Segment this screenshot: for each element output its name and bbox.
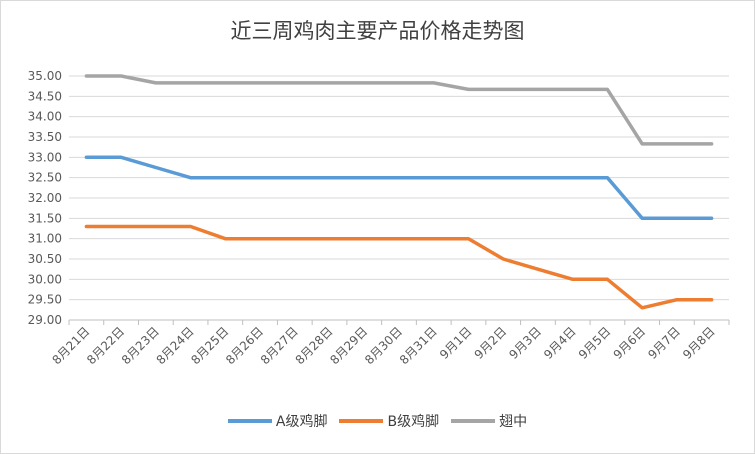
x-tick-label: 8月27日 [258, 324, 301, 367]
y-tick-label: 30.50 [28, 252, 62, 266]
x-tick-label: 8月30日 [362, 324, 405, 367]
x-tick-label: 9月8日 [680, 324, 718, 362]
series-lines [84, 74, 714, 310]
x-tick-label: 9月1日 [437, 324, 475, 362]
x-tick-label: 9月6日 [611, 324, 649, 362]
y-tick-label: 31.00 [28, 232, 62, 246]
legend-swatch [451, 419, 496, 423]
y-tick-label: 33.50 [28, 130, 62, 144]
y-tick-label: 34.00 [28, 110, 62, 124]
legend-label: 翅中 [499, 414, 528, 430]
x-tick-label: 8月23日 [119, 324, 162, 367]
x-tick-label: 9月7日 [645, 324, 683, 362]
y-tick-label: 30.00 [28, 272, 62, 286]
x-tick-label: 8月26日 [223, 324, 266, 367]
y-tick-label: 33.00 [28, 150, 62, 164]
x-tick-label: 8月24日 [154, 324, 197, 367]
series-line [84, 155, 714, 221]
x-tick-label: 8月22日 [84, 324, 127, 367]
legend-item: 翅中 [451, 411, 527, 431]
y-tick-label: 29.50 [28, 293, 62, 307]
legend: A级鸡脚 B级鸡脚 翅中 [1, 411, 754, 431]
x-tick-label: 8月21日 [49, 324, 92, 367]
y-tick-label: 32.00 [28, 191, 62, 205]
y-tick-label: 29.00 [28, 313, 62, 327]
x-axis-ticks: 8月21日8月22日8月23日8月24日8月25日8月26日8月27日8月28日… [49, 324, 717, 367]
x-tick-label: 8月29日 [327, 324, 370, 367]
legend-label: B级鸡脚 [387, 414, 440, 430]
legend-item: B级鸡脚 [339, 411, 439, 431]
x-tick-label: 9月4日 [541, 324, 579, 362]
x-tick-label: 8月31日 [397, 324, 440, 367]
legend-swatch [339, 419, 384, 423]
y-tick-label: 34.50 [28, 89, 62, 103]
x-tick-label: 9月2日 [472, 324, 510, 362]
gridlines [68, 75, 730, 325]
x-tick-label: 8月28日 [293, 324, 336, 367]
series-line [84, 74, 714, 146]
y-tick-label: 35.00 [28, 69, 62, 83]
legend-swatch [227, 419, 272, 423]
legend-item: A级鸡脚 [227, 411, 328, 431]
x-tick-label: 9月3日 [506, 324, 544, 362]
y-tick-label: 32.50 [28, 171, 62, 185]
series-line [84, 224, 714, 310]
y-axis-ticks: 29.00 29.50 30.00 30.50 31.00 31.50 32.00 32.50… [28, 69, 62, 327]
legend-label: A级鸡脚 [275, 414, 328, 430]
chart-title: 近三周鸡肉主要产品价格走势图 [230, 19, 525, 43]
x-tick-label: 9月5日 [576, 324, 614, 362]
y-tick-label: 31.50 [28, 211, 62, 225]
x-tick-label: 8月25日 [188, 324, 231, 367]
